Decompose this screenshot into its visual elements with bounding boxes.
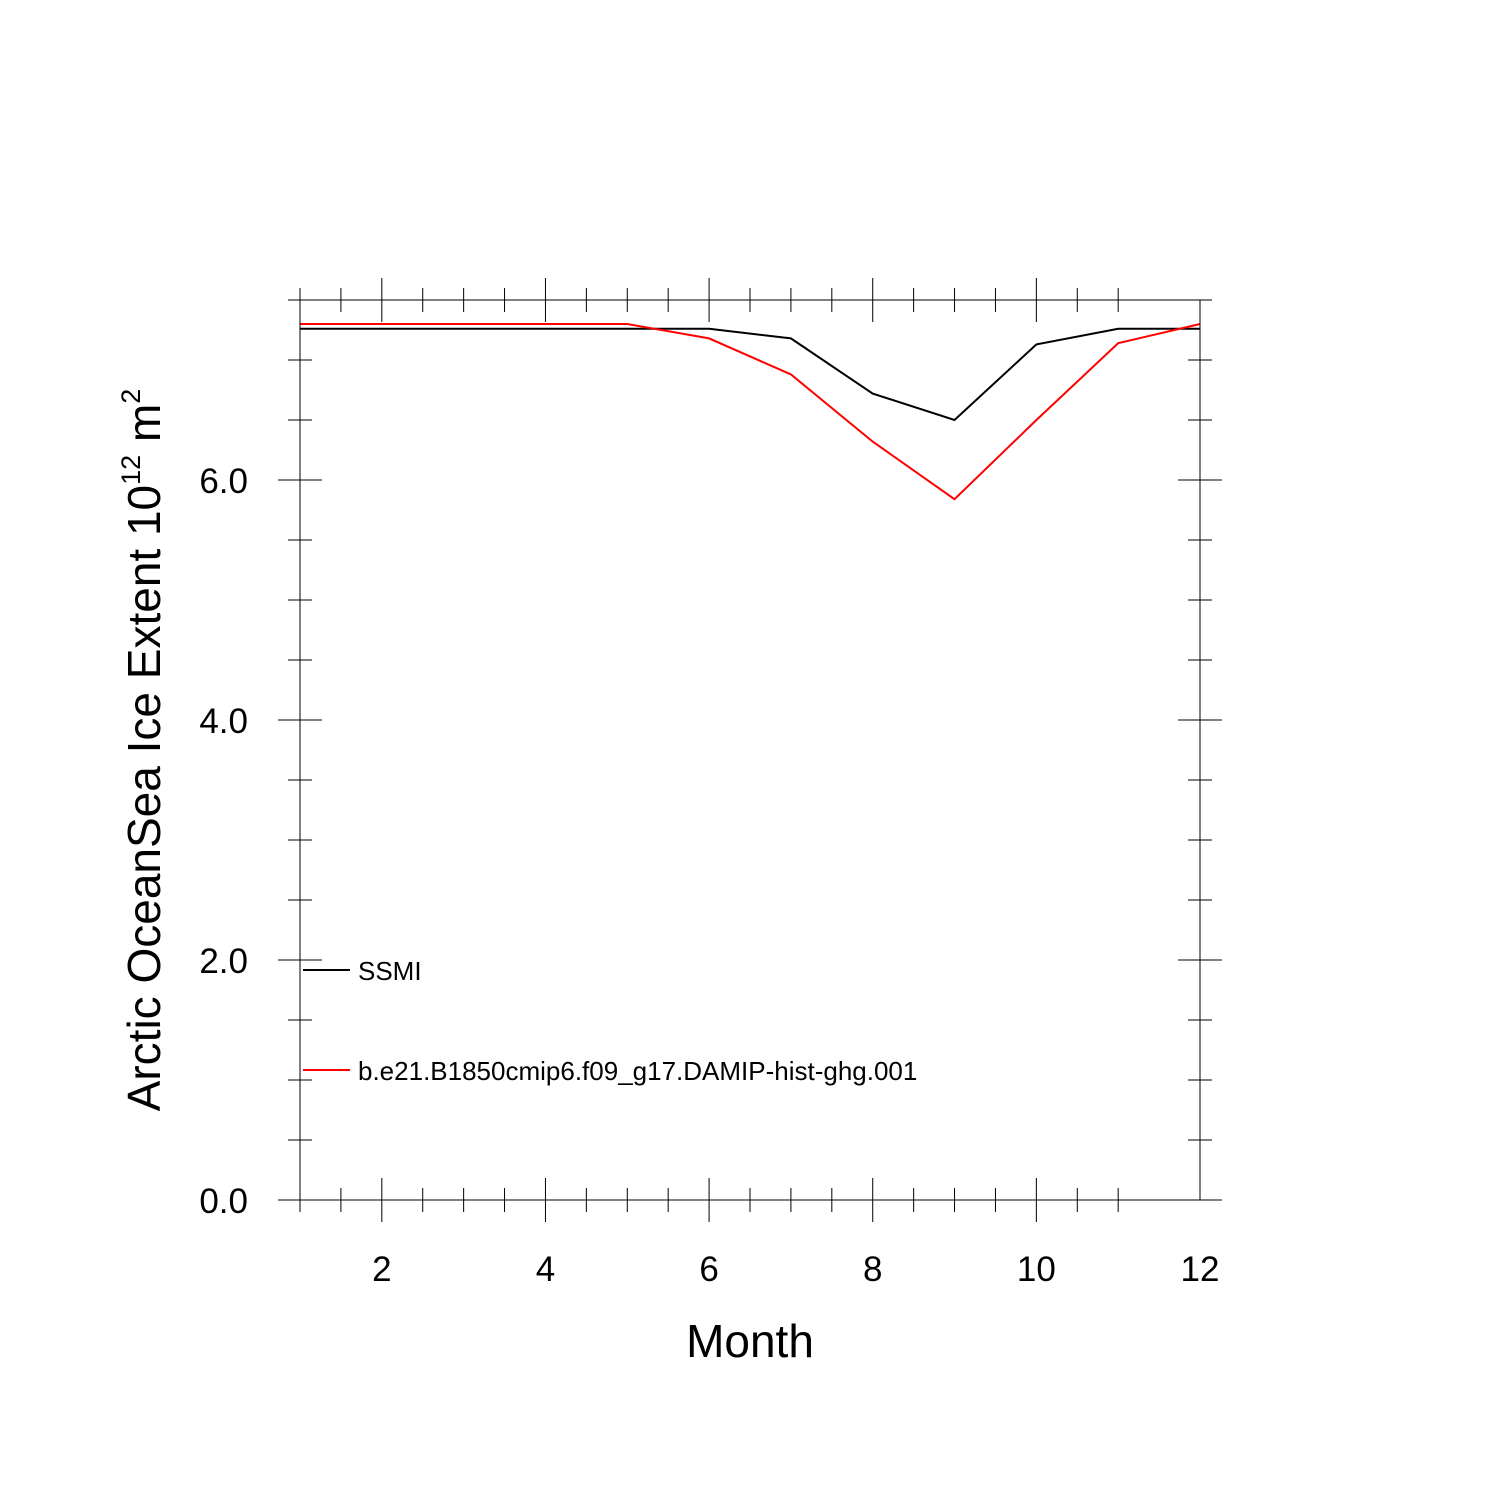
y-axis-title-prefix: Arctic OceanSea Ice Extent 10 <box>118 485 170 1111</box>
series-lines <box>300 323 1201 501</box>
x-tick-label: 6 <box>699 1250 718 1289</box>
legend-label-2: b.e21.B1850cmip6.f09_g17.DAMIP-hist-ghg.… <box>358 1056 917 1086</box>
x-tick-label: 8 <box>863 1250 882 1289</box>
x-tick-labels: 2 4 6 8 10 12 <box>372 1250 1219 1289</box>
legend: SSMI b.e21.B1850cmip6.f09_g17.DAMIP-hist-… <box>303 956 917 1086</box>
y-axis-title: Arctic OceanSea Ice Extent 1012 m2 <box>116 389 170 1112</box>
legend-label-1: SSMI <box>358 956 422 986</box>
x-tick-label: 2 <box>372 1250 391 1289</box>
y-tick-label: 0.0 <box>199 1182 248 1221</box>
y-tick-label: 4.0 <box>199 702 248 741</box>
y-axis-title-unit: m <box>118 404 170 455</box>
plot-area-frame <box>299 299 1201 1201</box>
x-tick-label: 4 <box>536 1250 555 1289</box>
x-axis-title: Month <box>686 1315 814 1367</box>
x-tick-label: 10 <box>1017 1250 1056 1289</box>
y-tick-labels: 0.0 2.0 4.0 6.0 <box>199 462 248 1221</box>
y-tick-label: 6.0 <box>199 462 248 501</box>
y-axis-title-exponent-2: 2 <box>116 389 146 404</box>
y-axis-title-exponent-1: 12 <box>116 455 146 485</box>
x-tick-label: 12 <box>1181 1250 1220 1289</box>
series-line-1 <box>300 327 1200 422</box>
series-line-2 <box>300 323 1201 501</box>
y-tick-label: 2.0 <box>199 942 248 981</box>
